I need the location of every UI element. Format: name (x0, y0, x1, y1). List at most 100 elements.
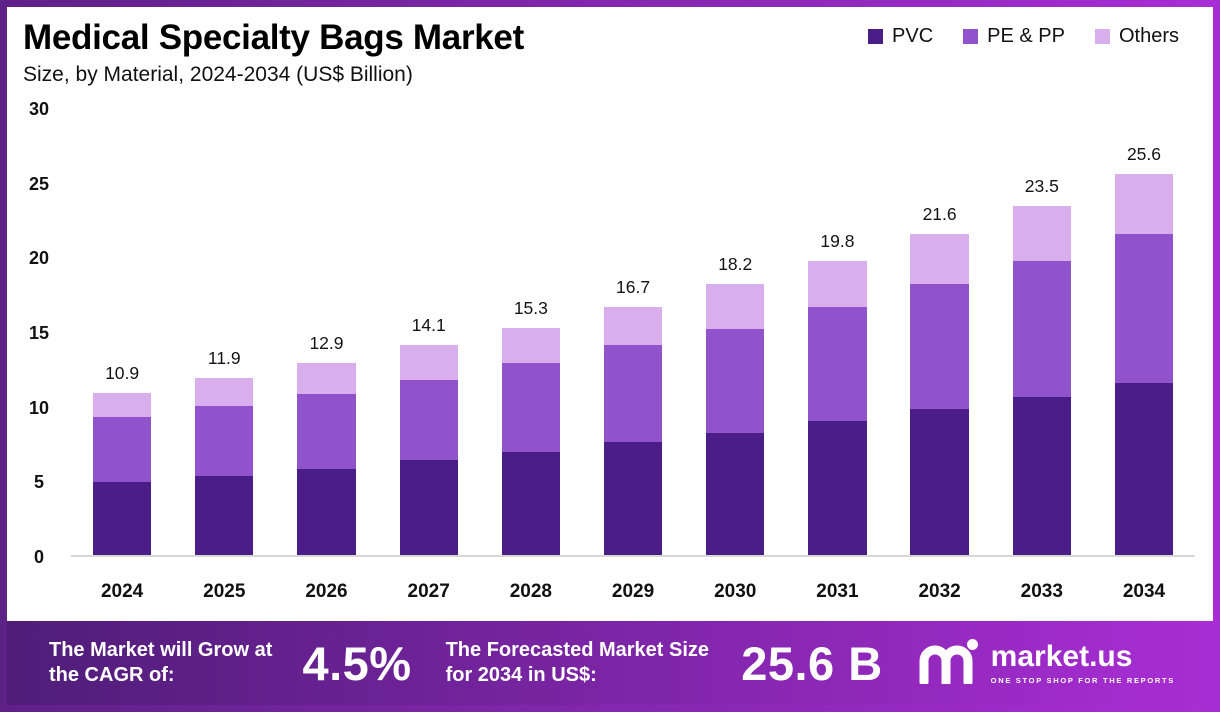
bar-total-label: 14.1 (411, 315, 446, 336)
bar-segment-pe-pp (1114, 233, 1174, 383)
bar-stack (92, 392, 152, 555)
y-tick-10: 10 (28, 397, 50, 418)
forecast-value: 25.6 B (741, 636, 883, 690)
bar-segment-others (1012, 205, 1071, 261)
x-label-2028: 2028 (509, 581, 552, 602)
bar-2031: 19.8 (786, 109, 888, 555)
legend-item-pe-pp: PE & PP (963, 25, 1065, 48)
legend-label: PE & PP (987, 25, 1065, 47)
y-tick-20: 20 (28, 248, 50, 269)
brand-block: market.us ONE STOP SHOP FOR THE REPORTS (917, 638, 1175, 689)
x-label-2032: 2032 (918, 581, 961, 602)
bar-total-label: 19.8 (820, 230, 855, 251)
bar-stack (195, 378, 254, 556)
bar-segment-others (706, 284, 765, 330)
bar-total-label: 11.9 (207, 348, 241, 369)
bar-segment-pe-pp (92, 416, 152, 483)
bar-total-label: 16.7 (616, 276, 651, 297)
bar-segment-others (808, 260, 867, 307)
bar-segment-others (1114, 174, 1174, 234)
bar-segment-pvc (603, 442, 663, 555)
bar-segment-pe-pp (195, 406, 254, 477)
bar-segment-pvc (195, 476, 254, 556)
bar-segment-pvc (92, 482, 152, 555)
bar-segment-pvc (1012, 397, 1071, 555)
brand-tagline: ONE STOP SHOP FOR THE REPORTS (990, 675, 1175, 685)
market-us-logo-icon (917, 638, 979, 689)
bar-segment-pvc (1114, 382, 1174, 555)
chart-region: 0 5 10 15 20 25 30 10.9 11.9 12.9 14.1 15.3 16.7 18.… (7, 100, 1213, 621)
x-label-2030: 2030 (714, 581, 757, 602)
chart-card: Medical Specialty Bags Market Size, by M… (7, 7, 1213, 705)
bar-segment-others (195, 378, 254, 407)
bar-total-label: 23.5 (1024, 175, 1059, 196)
bar-2032: 21.6 (889, 109, 991, 555)
legend-label: PVC (892, 25, 934, 47)
bar-stack (910, 233, 969, 555)
bar-segment-others (603, 306, 663, 346)
x-label-2029: 2029 (611, 581, 655, 602)
bar-segment-others (297, 363, 356, 395)
brand-text: market.us ONE STOP SHOP FOR THE REPORTS (990, 641, 1175, 685)
bar-stack (399, 345, 458, 555)
bar-2024: 10.9 (71, 109, 173, 555)
bar-segment-pvc (910, 409, 969, 555)
chart-title: Medical Specialty Bags Market (23, 18, 524, 57)
x-label-2033: 2033 (1020, 581, 1063, 602)
bar-segment-pe-pp (1012, 260, 1071, 398)
bar-segment-pvc (808, 421, 867, 555)
legend-swatch-pvc (868, 29, 884, 44)
legend-swatch-pe-pp (963, 29, 979, 44)
bar-total-label: 10.9 (105, 362, 140, 383)
legend: PVC PE & PP Others (868, 25, 1179, 48)
bar-segment-pvc (399, 459, 458, 555)
bar-segment-others (92, 392, 152, 417)
bar-total-label: 21.6 (922, 203, 957, 224)
legend-swatch-others (1094, 29, 1110, 44)
bar-stack (808, 260, 867, 555)
x-label-2025: 2025 (203, 581, 246, 602)
bar-total-label: 12.9 (309, 333, 344, 354)
bar-2030: 18.2 (684, 109, 786, 555)
bar-segment-pe-pp (501, 363, 560, 453)
y-tick-15: 15 (28, 323, 50, 343)
bar-segment-pe-pp (910, 284, 969, 410)
legend-item-pvc: PVC (868, 25, 933, 48)
bar-segment-pvc (706, 433, 765, 555)
chart-header: Medical Specialty Bags Market Size, by M… (7, 7, 1213, 103)
bar-2027: 14.1 (378, 109, 480, 555)
bar-2028: 15.3 (480, 109, 582, 555)
bar-segment-pe-pp (808, 306, 867, 422)
plot-area: 10.9 11.9 12.9 14.1 15.3 16.7 18.2 19.8 21.6 23.5… (71, 109, 1195, 557)
y-tick-0: 0 (33, 547, 44, 567)
bar-segment-pe-pp (603, 345, 663, 443)
bar-stack (1012, 205, 1071, 555)
x-label-2024: 2024 (100, 581, 144, 602)
legend-label: Others (1118, 25, 1179, 47)
bar-stack (1114, 174, 1174, 555)
cagr-value: 4.5% (302, 636, 412, 690)
x-label-2026: 2026 (305, 581, 348, 602)
footer-banner: The Market will Grow at the CAGR of: 4.5… (7, 621, 1213, 705)
y-axis: 0 5 10 15 20 25 30 (15, 100, 71, 566)
cagr-label: The Market will Grow at the CAGR of: (49, 639, 273, 686)
x-label-2034: 2034 (1122, 581, 1166, 602)
x-label-2027: 2027 (407, 581, 450, 602)
bar-2029: 16.7 (582, 109, 684, 555)
bar-total-label: 15.3 (513, 297, 548, 318)
bar-segment-pe-pp (706, 329, 765, 434)
x-axis-labels: 2024 2025 2026 2027 2028 2029 2030 2031 2032 2033… (71, 557, 1195, 605)
bar-stack (501, 327, 560, 555)
bar-total-label: 25.6 (1126, 144, 1161, 165)
bar-segment-others (501, 327, 560, 364)
bar-stack (603, 306, 663, 555)
bar-stack (706, 284, 765, 555)
bar-2034: 25.6 (1093, 109, 1195, 555)
bar-segment-pe-pp (297, 394, 356, 469)
y-tick-5: 5 (33, 472, 44, 493)
bar-segment-others (910, 233, 969, 285)
bar-segment-others (399, 345, 458, 380)
forecast-label: The Forecasted Market Size for 2034 in U… (445, 639, 710, 686)
bar-2033: 23.5 (991, 109, 1093, 555)
